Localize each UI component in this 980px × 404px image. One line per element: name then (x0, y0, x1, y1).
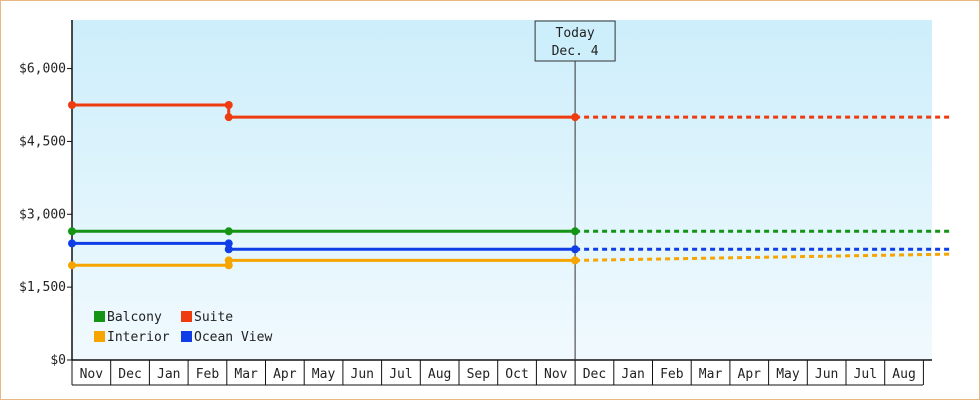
x-month-label: Jan (621, 367, 644, 382)
x-month-label: Jan (157, 367, 180, 382)
x-month-label: Oct (505, 367, 528, 382)
legend-label-suite: Suite (194, 310, 233, 325)
series-point-interior (571, 256, 580, 265)
series-point-suite (68, 101, 76, 109)
legend-label-interior: Interior (107, 330, 170, 345)
legend-label-balcony: Balcony (107, 310, 162, 325)
legend-swatch-suite (181, 311, 192, 322)
series-point-interior (224, 256, 233, 265)
x-month-label: Dec (583, 367, 606, 382)
x-month-label: Jul (854, 367, 877, 382)
legend-swatch-interior (94, 331, 105, 342)
series-point-balcony (571, 227, 580, 236)
x-month-label: Feb (660, 367, 684, 382)
y-tick-label: $6,000 (19, 62, 66, 77)
x-month-label: May (312, 367, 336, 382)
x-month-label: Mar (699, 367, 723, 382)
x-month-label: Mar (234, 367, 258, 382)
series-point-ocean-view (571, 245, 580, 254)
series-point-ocean-view (224, 245, 233, 254)
x-month-label: Jun (351, 367, 374, 382)
y-tick-label: $4,500 (19, 134, 66, 149)
legend-label-ocean-view: Ocean View (194, 330, 272, 345)
series-point-suite (224, 101, 233, 109)
series-line-suite (72, 103, 576, 119)
x-month-label: Nov (80, 367, 104, 382)
y-tick-label: $3,000 (19, 207, 66, 222)
x-month-label: May (776, 367, 800, 382)
series-point-suite (224, 113, 233, 122)
today-date-label: Dec. 4 (552, 44, 599, 59)
x-month-label: Apr (738, 367, 762, 382)
legend-swatch-balcony (94, 311, 105, 322)
x-month-label: Jun (815, 367, 838, 382)
series-point-ocean-view (68, 239, 76, 248)
x-month-label: Jul (389, 367, 412, 382)
series-point-ocean-view (224, 239, 233, 248)
series-point-balcony (224, 227, 233, 236)
x-month-label: Apr (273, 367, 297, 382)
series-point-suite (571, 113, 580, 122)
series-point-interior (68, 261, 76, 270)
x-month-label: Sep (467, 367, 491, 382)
x-month-label: Aug (428, 367, 451, 382)
series-point-balcony (68, 227, 76, 236)
x-month-label: Dec (118, 367, 141, 382)
plot-background (72, 20, 932, 360)
x-month-label: Aug (892, 367, 915, 382)
x-month-label: Feb (196, 367, 220, 382)
y-tick-label: $1,500 (19, 280, 66, 295)
today-label: Today (556, 26, 595, 41)
legend-swatch-ocean-view (181, 331, 192, 342)
today-box (534, 20, 616, 62)
x-month-label: Nov (544, 367, 568, 382)
y-tick-label: $0 (50, 353, 66, 368)
